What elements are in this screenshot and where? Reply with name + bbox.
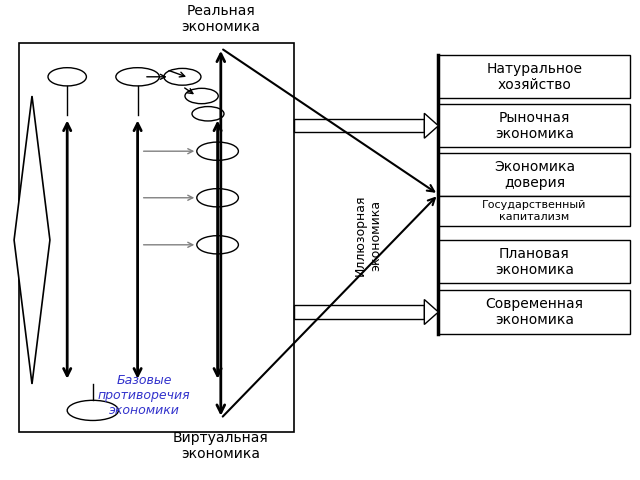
Ellipse shape bbox=[67, 400, 118, 420]
Bar bbox=[438, 153, 630, 196]
Ellipse shape bbox=[185, 88, 218, 104]
Polygon shape bbox=[424, 300, 438, 324]
Polygon shape bbox=[424, 113, 438, 138]
Text: Плановая
экономика: Плановая экономика bbox=[495, 247, 574, 276]
Text: Государственный
капитализм: Государственный капитализм bbox=[482, 201, 587, 222]
Ellipse shape bbox=[192, 107, 224, 121]
Bar bbox=[438, 290, 630, 334]
Bar bbox=[438, 240, 630, 283]
Ellipse shape bbox=[197, 189, 239, 207]
Text: Рыночная
экономика: Рыночная экономика bbox=[495, 111, 574, 141]
Bar bbox=[294, 119, 424, 132]
Text: Натуральное
хозяйство: Натуральное хозяйство bbox=[486, 62, 582, 92]
Bar bbox=[438, 196, 630, 226]
Text: Базовые
противоречия
экономики: Базовые противоречия экономики bbox=[98, 374, 190, 418]
Ellipse shape bbox=[197, 142, 239, 160]
Ellipse shape bbox=[164, 69, 201, 85]
Text: Иллюзорная
экономика: Иллюзорная экономика bbox=[354, 194, 382, 276]
Polygon shape bbox=[14, 96, 50, 384]
Bar bbox=[19, 43, 294, 432]
Text: Современная
экономика: Современная экономика bbox=[485, 297, 584, 327]
Ellipse shape bbox=[48, 68, 86, 86]
Bar bbox=[438, 55, 630, 98]
Bar bbox=[294, 305, 424, 319]
Ellipse shape bbox=[197, 236, 239, 254]
Text: Виртуальная
экономика: Виртуальная экономика bbox=[173, 432, 269, 461]
Bar bbox=[438, 104, 630, 147]
Ellipse shape bbox=[116, 68, 159, 86]
Text: Экономика
доверия: Экономика доверия bbox=[494, 160, 575, 190]
Text: Реальная
экономика: Реальная экономика bbox=[181, 4, 260, 34]
